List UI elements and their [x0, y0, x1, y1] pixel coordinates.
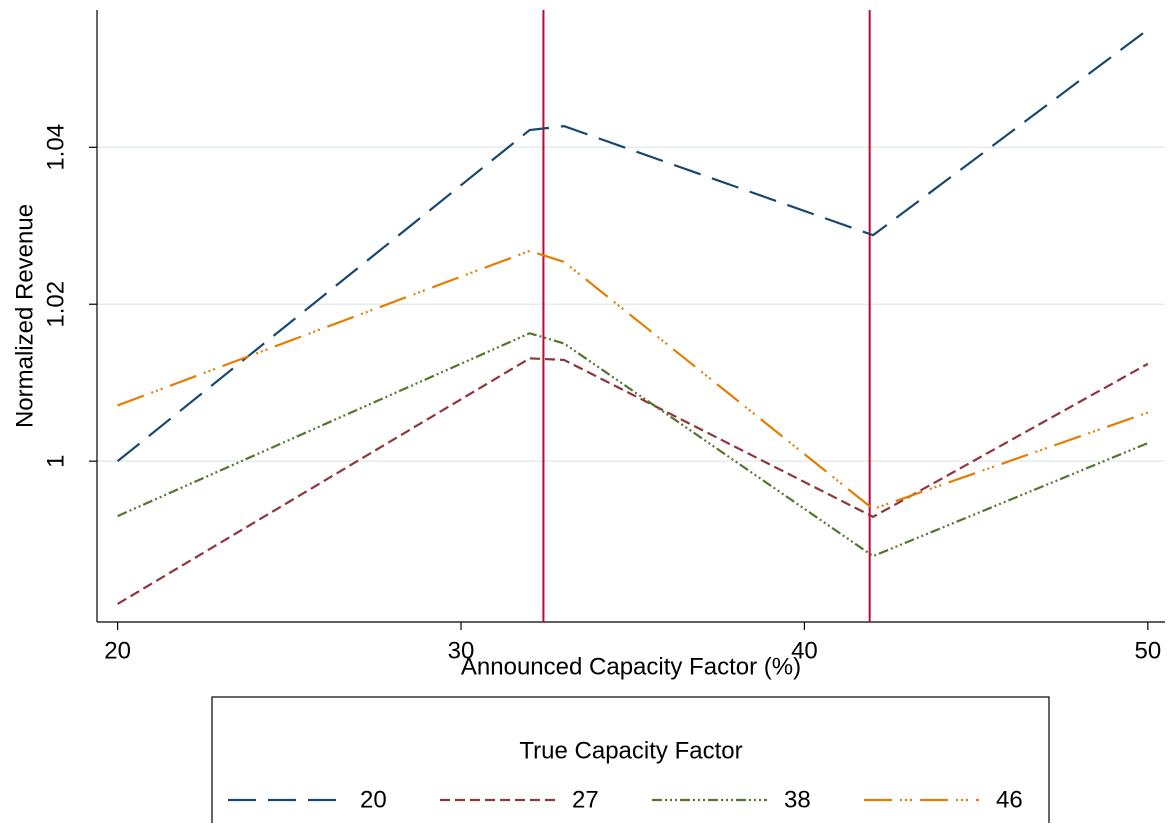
y-axis-title: Normalized Revenue [11, 204, 38, 428]
y-tick-label: 1.02 [42, 281, 69, 328]
legend-label: 20 [360, 786, 387, 813]
series-line [117, 249, 1149, 511]
series-line [116, 28, 1149, 463]
legend-title: True Capacity Factor [519, 737, 742, 764]
y-tick-label: 1 [42, 454, 69, 467]
x-tick-label: 40 [791, 637, 818, 664]
x-axis-title: Announced Capacity Factor (%) [461, 653, 801, 680]
legend-label: 27 [572, 786, 599, 813]
legend-label: 38 [784, 786, 811, 813]
x-tick-label: 50 [1134, 637, 1161, 664]
legend-label: 46 [996, 786, 1023, 813]
x-tick-label: 20 [104, 637, 131, 664]
series-line [117, 332, 1149, 558]
series-line [117, 357, 1149, 605]
x-tick-label: 30 [448, 637, 475, 664]
legend-box [211, 696, 1050, 828]
y-tick-label: 1.04 [42, 124, 69, 171]
